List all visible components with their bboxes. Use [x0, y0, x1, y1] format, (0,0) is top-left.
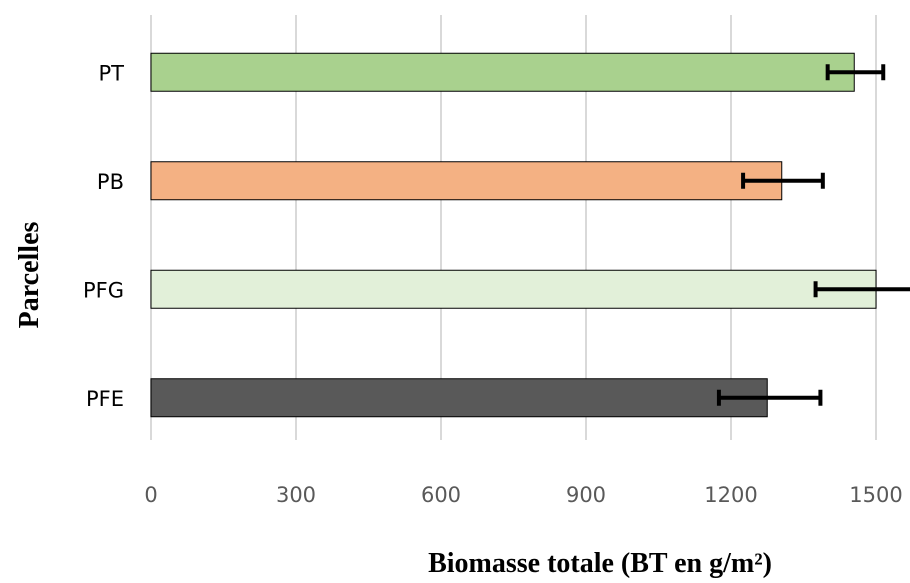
bar: [150, 378, 768, 418]
category-label: PFG: [83, 278, 124, 302]
category-label: PT: [99, 61, 125, 85]
category-label: PFE: [86, 387, 124, 411]
category-labels: PT PB PFG PFE: [83, 61, 124, 411]
y-axis-title: Parcelles: [14, 222, 45, 329]
x-tick-label: 0: [144, 483, 157, 507]
bars: [150, 52, 877, 418]
x-tick-label: 1500: [849, 483, 902, 507]
x-tick-label: 600: [421, 483, 461, 507]
x-tick-label: 1200: [704, 483, 757, 507]
bar: [150, 269, 877, 309]
category-label: PB: [97, 170, 124, 194]
x-tick-labels: 0 300 600 900 1200 1500: [144, 483, 902, 507]
bar: [150, 52, 855, 92]
x-tick-label: 300: [276, 483, 316, 507]
x-tick-label: 900: [566, 483, 606, 507]
bar: [150, 161, 783, 201]
x-axis-title: Biomasse totale (BT en g/m²): [428, 548, 772, 579]
error-bars: [716, 64, 910, 406]
